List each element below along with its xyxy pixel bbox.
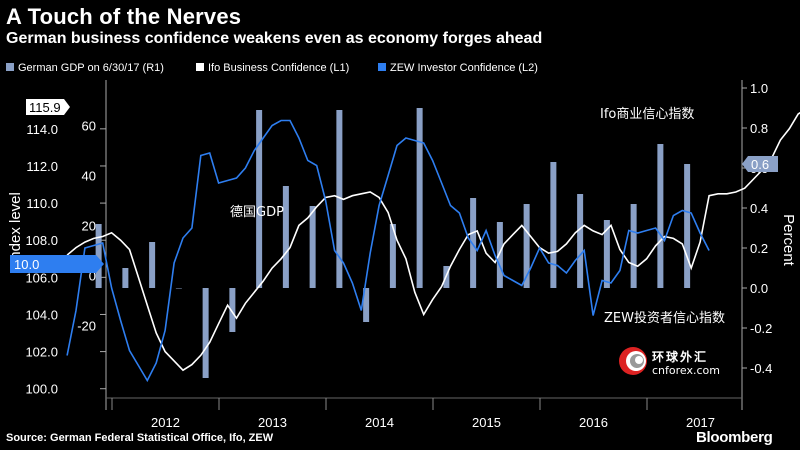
gdp-bar [684, 164, 691, 288]
y-inner-tick-label: 40 [82, 169, 96, 184]
y-right-tick-label: 0.2 [750, 241, 768, 256]
y-right-tick-label: 0.0 [750, 281, 768, 296]
x-tick-label: 2015 [472, 415, 501, 430]
y-outer-tick-label: 114.0 [26, 122, 58, 137]
y-inner-tick-label: 0 [89, 269, 96, 284]
gdp-bar [603, 220, 610, 288]
gdp-bar [256, 110, 263, 288]
watermark-name: 环球外汇 [652, 350, 709, 364]
y-inner-tick-label: 20 [82, 219, 96, 234]
y-right-tick-label: -0.2 [750, 321, 772, 336]
legend-swatch [378, 63, 386, 71]
gdp-bar [416, 108, 423, 288]
y-right-title: Percent [780, 214, 797, 267]
series-lines [66, 111, 800, 383]
gdp-bar [336, 110, 343, 288]
y-right-tick-label: -0.4 [750, 361, 772, 376]
zew-line [66, 119, 710, 383]
gdp-last-value: 0.6 [751, 157, 769, 172]
brand-logo: Bloomberg [696, 429, 773, 446]
legend-label: Ifo Business Confidence (L1) [208, 62, 349, 74]
y-inner-tick-label: -20 [77, 319, 96, 334]
y-right-tick-label: 0.4 [750, 201, 768, 216]
y-outer-tick-label: 108.0 [25, 233, 58, 248]
y-outer-tick-label: 104.0 [25, 307, 58, 322]
gdp-bar [470, 198, 477, 288]
gdp-bar [630, 204, 637, 288]
chart-subtitle: German business confidence weakens even … [6, 30, 543, 47]
chart-title: A Touch of the Nerves [6, 4, 242, 29]
gdp-bar [309, 206, 316, 288]
gdp-bar [363, 288, 370, 322]
ifo-line [66, 111, 800, 372]
gdp-bar [149, 242, 156, 288]
x-tick-label: 2012 [151, 415, 180, 430]
gdp-last-flag [742, 156, 778, 172]
gdp-bar [95, 224, 102, 288]
legend-label: ZEW Investor Confidence (L2) [390, 62, 538, 74]
gdp-bar [523, 204, 530, 288]
legend: German GDP on 6/30/17 (R1) Ifo Business C… [6, 62, 538, 74]
y-outer-tick-label: 110.0 [26, 196, 58, 211]
annotation-gdp: 德国GDP [230, 205, 284, 220]
watermark-site: cnforex.com [652, 364, 720, 377]
cnforex-logo-icon [619, 347, 647, 375]
y-outer-tick-label: 100.0 [25, 382, 58, 397]
y-left-title: Index level [7, 192, 24, 264]
gdp-bar [229, 288, 236, 332]
annotation-zew: ZEW投资者信心指数 [604, 310, 725, 326]
x-tick-label: 2017 [686, 415, 715, 430]
gdp-bar [202, 288, 209, 378]
ifo-last-flag [26, 99, 70, 115]
x-tick-label: 2016 [579, 415, 608, 430]
gdp-bar [175, 288, 182, 289]
legend-label: German GDP on 6/30/17 (R1) [18, 62, 164, 74]
y-right-tick-label: 1.0 [750, 81, 768, 96]
y-inner-tick-label: 60 [82, 119, 96, 134]
gdp-bar [282, 186, 289, 288]
legend-swatch [6, 63, 14, 71]
legend-swatch [196, 63, 204, 71]
last-value-flags: 115.9 10.0 0.6 [10, 99, 778, 273]
axes: 100.0 102.0 104.0 106.0 108.0 110.0 112.0 114.0… [7, 80, 797, 430]
x-tick-label: 2013 [258, 415, 287, 430]
gdp-bars [95, 108, 691, 378]
zew-last-value: 10.0 [14, 257, 39, 272]
y-outer-tick-label: 106.0 [25, 270, 58, 285]
ifo-last-value: 115.9 [29, 100, 61, 115]
gdp-bar [389, 224, 396, 288]
y-outer-tick-label: 112.0 [26, 159, 58, 174]
x-tick-label: 2014 [365, 415, 394, 430]
annotation-ifo: Ifo商业信心指数 [600, 107, 694, 122]
zew-last-flag [10, 255, 104, 273]
y-right-tick-label: 0.8 [750, 121, 768, 136]
gdp-bar [122, 268, 129, 288]
gdp-bar [496, 222, 503, 288]
gdp-bar [657, 144, 664, 288]
gdp-bar [550, 162, 557, 288]
gdp-bar [577, 194, 584, 288]
source-note: Source: German Federal Statistical Offic… [6, 432, 274, 444]
y-outer-tick-label: 102.0 [25, 345, 58, 360]
